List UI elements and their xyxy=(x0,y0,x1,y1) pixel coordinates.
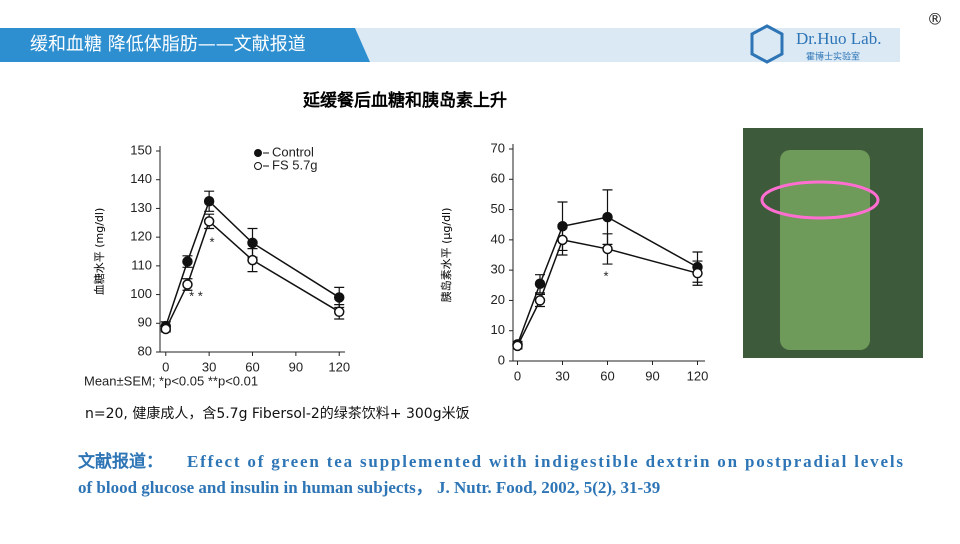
legend-marker xyxy=(254,149,262,157)
x-tick-label: 90 xyxy=(645,368,659,383)
data-point xyxy=(182,279,193,290)
reference-label: 文献报道： xyxy=(78,451,163,471)
y-tick-label: 30 xyxy=(491,262,505,277)
x-tick-label: 0 xyxy=(514,368,521,383)
x-tick-label: 120 xyxy=(328,359,350,374)
data-point xyxy=(203,216,215,227)
y-tick-label: 150 xyxy=(130,142,152,157)
study-note: n=20, 健康成人，含5.7g Fibersol-2的绿茶饮料+ 300g米饭 xyxy=(85,405,470,422)
significance-mark: * xyxy=(603,268,608,283)
logo-name: Dr.Huo Lab. xyxy=(796,29,881,48)
data-point xyxy=(692,267,703,279)
significance-mark: * xyxy=(209,234,214,249)
data-point xyxy=(333,292,345,303)
y-tick-label: 130 xyxy=(130,200,152,215)
highlight-ring xyxy=(760,180,880,220)
y-tick-label: 80 xyxy=(138,343,152,358)
data-point xyxy=(247,237,258,249)
y-tick-label: 10 xyxy=(491,322,505,337)
x-tick-label: 120 xyxy=(687,368,709,383)
x-tick-label: 30 xyxy=(202,359,216,374)
y-axis-label: 胰岛素水平 (μg/dl) xyxy=(439,208,453,303)
logo-icon xyxy=(750,24,784,64)
data-point xyxy=(182,256,193,267)
data-point xyxy=(512,340,523,352)
y-tick-label: 40 xyxy=(491,231,505,246)
legend-label: Control xyxy=(272,144,314,159)
x-tick-label: 60 xyxy=(245,359,259,374)
y-axis-label: 血糖水平 (mg/dl) xyxy=(92,208,106,296)
y-tick-label: 140 xyxy=(130,171,152,186)
y-tick-label: 110 xyxy=(131,257,152,272)
header-block xyxy=(0,28,370,62)
legend-marker xyxy=(254,162,262,170)
data-point xyxy=(534,295,546,306)
y-tick-label: 90 xyxy=(138,315,152,330)
x-tick-label: 30 xyxy=(555,368,569,383)
legend-label: FS 5.7g xyxy=(272,157,318,172)
reference-line: Effect of green tea supplemented with in… xyxy=(187,452,903,471)
slide-title: 延缓餐后血糖和胰岛素上升 xyxy=(302,90,507,111)
data-point xyxy=(203,196,215,207)
header-title: 缓和血糖 降低体脂肪——文献报道 xyxy=(30,34,306,55)
y-tick-label: 100 xyxy=(130,286,152,301)
bottle xyxy=(780,150,870,350)
data-point xyxy=(557,234,568,246)
reference-line: of blood glucose and insulin in human su… xyxy=(78,478,660,497)
y-tick-label: 0 xyxy=(498,352,505,367)
data-point xyxy=(602,243,613,255)
significance-mark: * * xyxy=(189,288,203,303)
y-tick-label: 70 xyxy=(491,140,505,155)
data-point xyxy=(602,211,613,223)
y-tick-label: 20 xyxy=(491,292,505,307)
registered-mark: ® xyxy=(927,10,943,29)
x-tick-label: 0 xyxy=(162,359,169,374)
data-point xyxy=(247,254,258,266)
data-point xyxy=(160,323,172,335)
chart-note: Mean±SEM; *p<0.05 **p<0.01 xyxy=(84,373,258,388)
x-tick-label: 90 xyxy=(289,359,303,374)
y-tick-label: 50 xyxy=(491,201,505,216)
data-point xyxy=(333,306,345,318)
logo-sub: 霍博士实验室 xyxy=(806,51,860,63)
x-tick-label: 60 xyxy=(600,368,614,383)
y-tick-label: 60 xyxy=(491,171,505,186)
y-tick-label: 120 xyxy=(130,229,152,244)
data-point xyxy=(534,278,546,290)
